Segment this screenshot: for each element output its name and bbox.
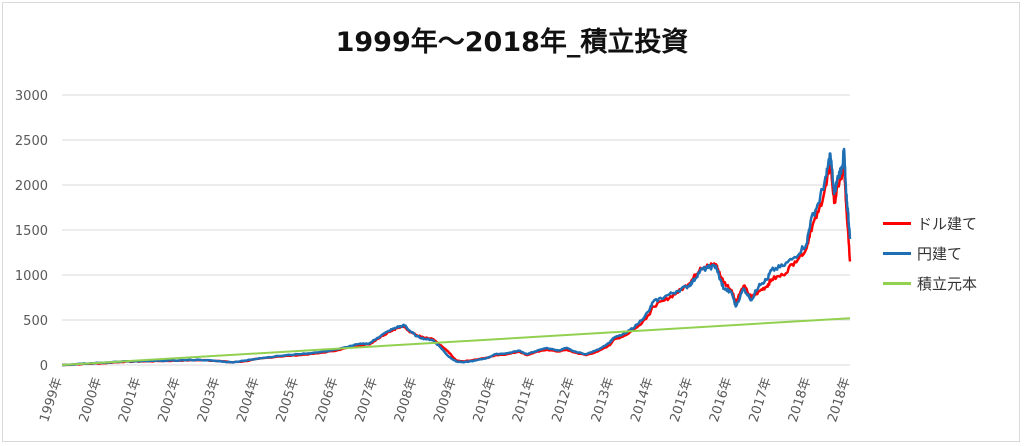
x-tick-label: 2011年: [510, 376, 539, 424]
x-tick-label: 2017年: [746, 376, 775, 424]
x-tick-label: 2016年: [707, 376, 736, 424]
y-tick-label: 1500: [15, 224, 48, 239]
x-tick-label: 2002年: [155, 376, 184, 424]
x-tick-label: 2007年: [352, 376, 381, 424]
y-tick-label: 2000: [15, 179, 48, 194]
x-tick-label: 2012年: [549, 376, 578, 424]
legend-label-dollar: ドル建て: [917, 214, 978, 233]
x-tick-label: 2014年: [628, 376, 657, 424]
series-lines: [61, 147, 852, 367]
legend: ドル建て 円建て 積立元本: [883, 208, 1023, 298]
legend-swatch-yen: [883, 251, 911, 255]
x-tick-label: 2009年: [431, 376, 460, 424]
x-axis-ticks: 1999年 2000年 2001年 2002年 2003年 2004年 2005年 2006年…: [37, 376, 854, 424]
y-tick-label: 3000: [15, 89, 48, 104]
y-tick-label: 2500: [15, 134, 48, 149]
x-tick-label: 1999年: [37, 376, 66, 424]
legend-item-yen: 円建て: [883, 238, 1023, 268]
x-tick-label: 2003年: [195, 376, 224, 424]
y-tick-label: 1000: [15, 269, 48, 284]
series-line-dollar: [61, 161, 852, 367]
x-tick-label: 2006年: [313, 376, 342, 424]
x-tick-label: 2004年: [234, 376, 263, 424]
x-tick-label: 2010年: [471, 376, 500, 424]
legend-item-dollar: ドル建て: [883, 208, 1023, 238]
series-line-principal: [61, 317, 851, 366]
chart-title: 1999年～2018年_積立投資: [335, 27, 689, 58]
legend-swatch-dollar: [883, 221, 911, 225]
legend-label-yen: 円建て: [917, 244, 963, 263]
legend-label-principal: 積立元本: [917, 274, 978, 293]
x-tick-label: 2013年: [589, 376, 618, 424]
x-tick-label: 2018年: [786, 376, 815, 424]
y-tick-label: 0: [40, 359, 48, 374]
legend-swatch-principal: [883, 281, 911, 285]
y-axis-ticks: 0 500 1000 1500 2000 2500 3000: [15, 89, 48, 374]
y-tick-label: 500: [23, 314, 48, 329]
legend-item-principal: 積立元本: [883, 268, 1023, 298]
x-tick-label: 2015年: [668, 376, 697, 424]
x-tick-label: 2008年: [392, 376, 421, 424]
x-tick-label: 2001年: [116, 376, 145, 424]
x-tick-label: 2005年: [274, 376, 303, 424]
x-tick-label: 2018年: [825, 376, 854, 424]
series-line-yen: [62, 147, 852, 367]
x-tick-label: 2000年: [77, 376, 106, 424]
